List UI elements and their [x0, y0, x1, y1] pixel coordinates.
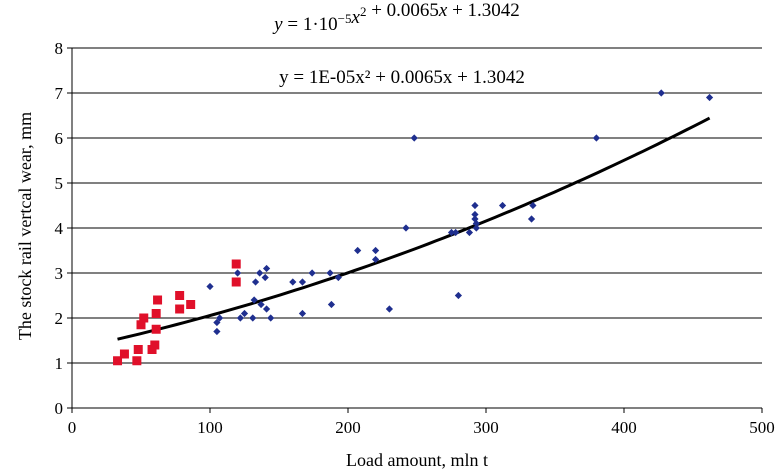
y-axis-label: The stock rail vertcal wear, mm: [15, 112, 35, 340]
data-point-square: [186, 300, 196, 309]
data-point-diamond: [257, 300, 265, 309]
data-point-diamond: [402, 224, 410, 232]
data-point-diamond: [262, 264, 271, 273]
data-point-square: [150, 340, 160, 350]
data-point-square: [231, 259, 241, 269]
data-point-diamond: [249, 314, 257, 322]
data-point-diamond: [236, 314, 244, 322]
data-point-diamond: [308, 269, 316, 277]
data-point-square: [113, 356, 123, 366]
data-point-diamond: [472, 224, 480, 232]
data-point-diamond: [256, 269, 264, 277]
y-tick-label: 1: [55, 354, 64, 373]
data-point-diamond: [529, 201, 537, 210]
x-tick-label: 100: [197, 418, 223, 437]
data-point-diamond: [705, 93, 714, 102]
x-tick-label: 0: [68, 418, 77, 437]
data-point-square: [151, 309, 161, 318]
data-point-diamond: [471, 215, 479, 223]
data-point-diamond: [289, 278, 297, 286]
data-point-diamond: [216, 314, 224, 322]
data-point-diamond: [471, 210, 479, 219]
data-point-square: [153, 295, 163, 305]
data-point-square: [231, 277, 241, 287]
y-tick-label: 3: [55, 264, 64, 283]
data-point-square: [136, 320, 146, 330]
x-tick-label: 400: [611, 418, 637, 437]
data-point-diamond: [592, 134, 600, 142]
data-point-diamond: [410, 134, 418, 142]
data-point-square: [132, 356, 142, 366]
x-tick-label: 300: [473, 418, 499, 437]
data-point-diamond: [372, 255, 380, 264]
data-point-diamond: [327, 300, 336, 309]
y-tick-label: 2: [55, 309, 64, 328]
y-tick-label: 0: [55, 399, 64, 418]
data-point-diamond: [498, 201, 507, 210]
trendline: [117, 116, 711, 341]
data-point-diamond: [372, 246, 380, 255]
y-tick-label: 8: [55, 39, 64, 58]
trendline-equation-label: y = 1E-05x² + 0.0065x + 1.3042: [279, 67, 525, 88]
data-point-square: [151, 324, 161, 334]
y-tick-label: 6: [55, 129, 64, 148]
data-point-square: [139, 313, 149, 323]
data-point-diamond: [261, 273, 269, 282]
data-point-diamond: [657, 89, 665, 97]
data-point-diamond: [527, 215, 536, 223]
data-point-diamond: [465, 228, 474, 237]
y-tick-label: 7: [55, 84, 64, 103]
data-point-diamond: [234, 269, 242, 277]
data-point-diamond: [267, 314, 275, 322]
chart-title: y = 1·10−5x2 + 0.0065x + 1.3042: [272, 0, 520, 35]
tick-labels: 0 1 2 3 4 5 6 7 8 0 100 200 300 400 500: [55, 39, 775, 437]
data-point-diamond: [472, 219, 480, 228]
x-axis-label: Load amount, mln t: [346, 450, 488, 470]
data-point-diamond: [262, 305, 271, 313]
gridlines: [72, 47, 762, 364]
data-point-diamond: [385, 305, 393, 313]
data-point-diamond: [334, 273, 342, 282]
data-point-diamond: [240, 309, 249, 318]
x-tick-label: 200: [335, 418, 361, 437]
data-point-diamond: [471, 201, 479, 210]
data-point-diamond: [213, 318, 221, 327]
data-point-diamond: [447, 228, 456, 237]
data-point-diamond: [250, 296, 258, 304]
data-point-square: [175, 304, 185, 314]
data-point-diamond: [206, 282, 214, 291]
data-point-diamond: [454, 291, 462, 300]
trendline-group: [117, 116, 711, 341]
data-point-diamond: [452, 228, 460, 237]
data-point-diamond: [298, 278, 307, 286]
y-tick-label: 5: [55, 174, 64, 193]
data-point-square: [175, 291, 185, 300]
y-tick-label: 4: [55, 219, 64, 238]
data-point-diamond: [354, 246, 362, 255]
data-point-square: [133, 345, 143, 354]
data-points: [113, 89, 714, 366]
data-point-diamond: [298, 309, 307, 318]
data-point-diamond: [251, 278, 260, 286]
data-point-square: [119, 349, 129, 359]
data-point-diamond: [326, 269, 334, 277]
axes: [67, 47, 763, 413]
data-point-diamond: [213, 327, 221, 336]
x-tick-label: 500: [749, 418, 775, 437]
